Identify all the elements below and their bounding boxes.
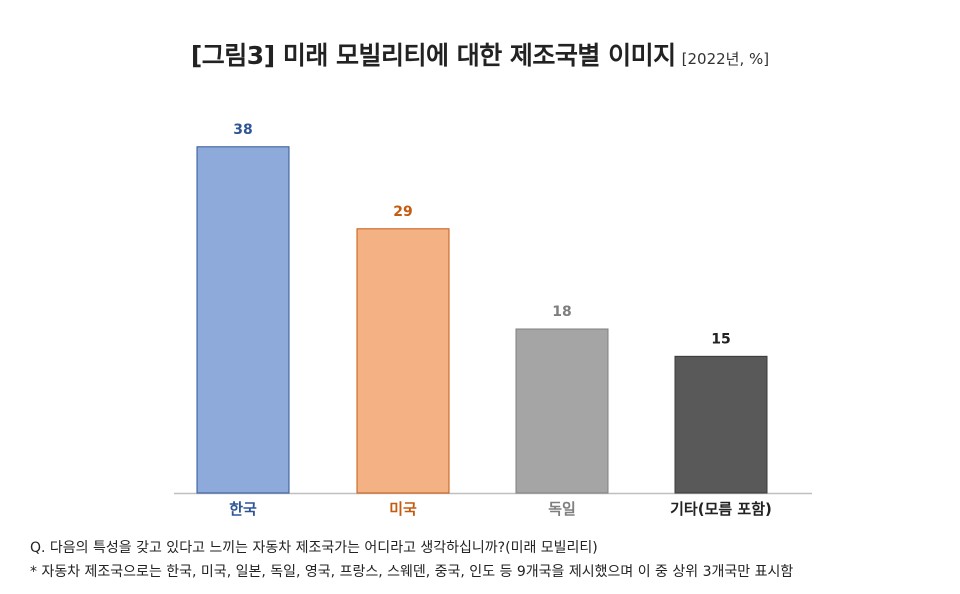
footnote: * 자동차 제조국으로는 한국, 미국, 일본, 독일, 영국, 프랑스, 스웨… bbox=[30, 564, 794, 580]
survey-question-note: Q. 다음의 특성을 갖고 있다고 느끼는 자동차 제조국가는 어디라고 생각하… bbox=[30, 540, 598, 556]
data-label-2: 29 bbox=[393, 204, 412, 220]
chart-title: [그림3] 미래 모빌리티에 대한 제조국별 이미지 bbox=[190, 41, 676, 70]
category-label-4: 기타(모름 포함) bbox=[670, 500, 772, 518]
category-label-2: 미국 bbox=[389, 500, 417, 518]
data-label-4: 15 bbox=[711, 331, 730, 347]
bar-4 bbox=[674, 355, 768, 494]
data-label-1: 38 bbox=[233, 122, 252, 138]
chart-title-row: [그림3] 미래 모빌리티에 대한 제조국별 이미지 [2022년, %] bbox=[0, 36, 960, 72]
bar-1 bbox=[196, 146, 290, 494]
category-label-3: 독일 bbox=[548, 500, 576, 518]
chart-subtitle: [2022년, %] bbox=[681, 50, 770, 68]
data-label-3: 18 bbox=[552, 304, 571, 320]
category-label-1: 한국 bbox=[229, 500, 257, 518]
bar-2 bbox=[356, 228, 450, 494]
bar-3 bbox=[515, 328, 609, 494]
